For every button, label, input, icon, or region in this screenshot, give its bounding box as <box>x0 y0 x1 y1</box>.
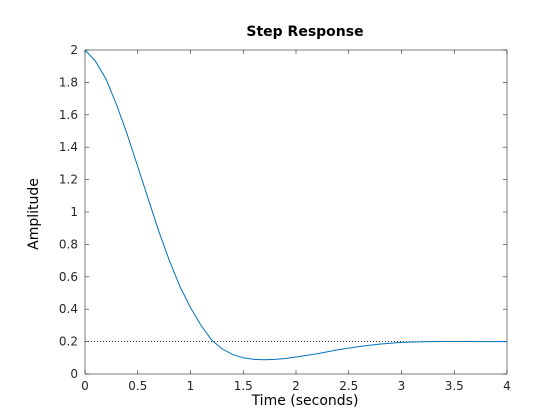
y-tick-label: 1.8 <box>59 75 78 89</box>
y-tick-label: 0.4 <box>59 302 78 316</box>
y-tick-label: 0 <box>70 367 78 381</box>
plot-area: 0 0.5 1 1.5 2 2.5 3 3.5 4 0 0.2 0.4 0.6 0.8 1 1.2 1.4 1.6… <box>59 43 511 393</box>
y-axis-label: Amplitude <box>26 178 42 250</box>
y-tick-label: 1.4 <box>59 140 78 154</box>
series-line <box>84 49 507 361</box>
x-tick-label: 1.5 <box>234 379 253 393</box>
chart-title: Step Response <box>246 24 363 40</box>
x-tick-label: 0 <box>81 379 89 393</box>
x-tick-label: 1 <box>187 379 195 393</box>
x-tick-label: 3.5 <box>445 379 464 393</box>
x-tick-label: 2.5 <box>339 379 358 393</box>
x-tick-label: 3 <box>398 379 406 393</box>
y-tick-label: 0.2 <box>59 335 78 349</box>
plot-frame <box>84 49 508 375</box>
x-axis-label: Time (seconds) <box>251 393 359 409</box>
x-tick-label: 2 <box>292 379 300 393</box>
y-tick-label: 0.8 <box>59 237 78 251</box>
y-tick-label: 1.2 <box>59 173 78 187</box>
y-tick-label: 1 <box>70 205 78 219</box>
y-tick-label: 0.6 <box>59 270 78 284</box>
y-tick-label: 1.6 <box>59 108 78 122</box>
x-tick-label: 0.5 <box>128 379 147 393</box>
x-tick-label: 4 <box>503 379 511 393</box>
y-tick-label: 2 <box>70 43 78 57</box>
